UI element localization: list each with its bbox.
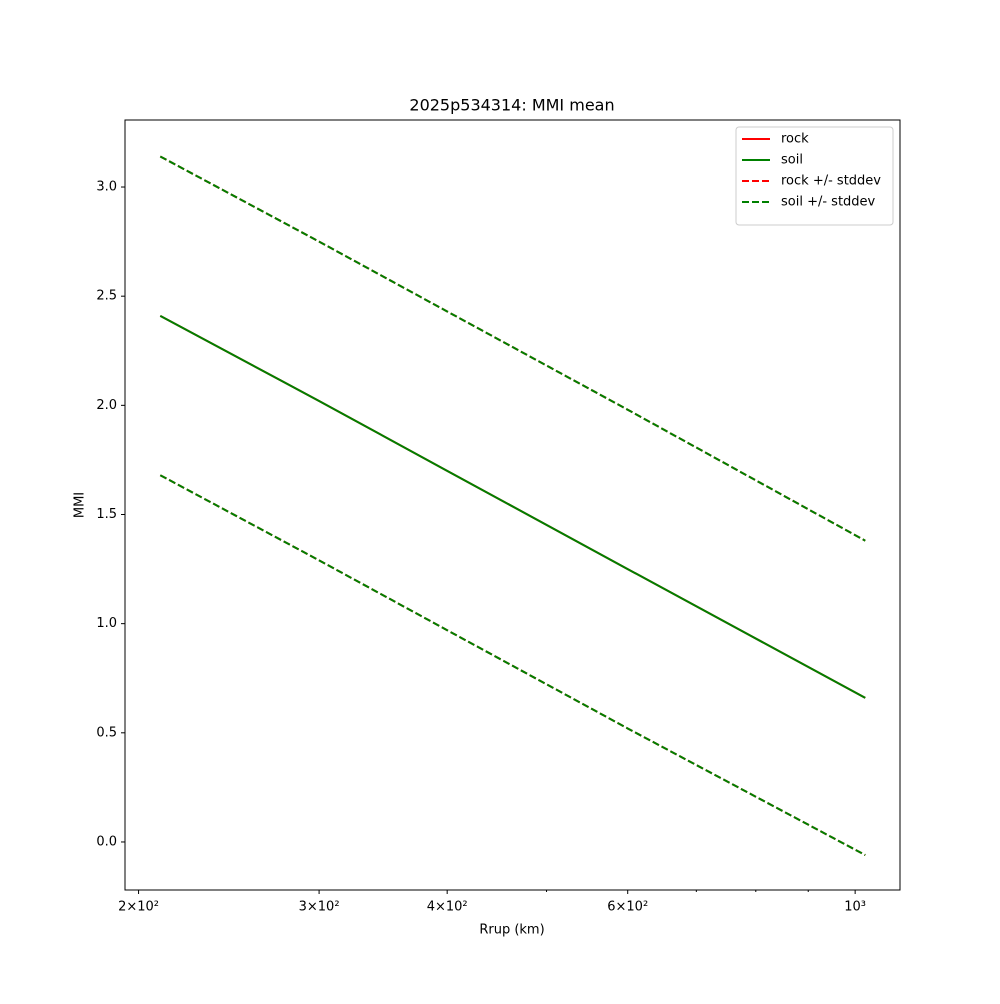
series-line bbox=[159, 155, 866, 542]
y-tick-label: 3.0 bbox=[96, 180, 117, 195]
x-tick-label: 4×10² bbox=[427, 900, 468, 915]
x-tick-label: 3×10² bbox=[299, 900, 340, 915]
x-axis-label: Rrup (km) bbox=[479, 923, 544, 938]
y-axis-label: MMI bbox=[73, 492, 88, 518]
y-tick-label: 1.0 bbox=[96, 616, 117, 631]
plot-frame bbox=[124, 119, 901, 891]
x-tick-label: 2×10² bbox=[118, 900, 159, 915]
legend-label: soil bbox=[781, 153, 803, 168]
y-tick-label: 2.5 bbox=[96, 289, 117, 304]
series-line bbox=[159, 474, 866, 856]
chart-title: 2025p534314: MMI mean bbox=[409, 96, 614, 115]
x-tick-label: 10³ bbox=[844, 900, 866, 915]
y-tick-label: 1.5 bbox=[96, 507, 117, 522]
legend-label: rock +/- stddev bbox=[781, 174, 881, 189]
legend-box bbox=[735, 126, 894, 226]
legend-label: rock bbox=[781, 132, 809, 147]
x-tick-label: 6×10² bbox=[607, 900, 648, 915]
series-line bbox=[159, 314, 866, 699]
y-tick-label: 0.0 bbox=[96, 834, 117, 849]
legend-label: soil +/- stddev bbox=[781, 195, 876, 210]
y-tick-label: 0.5 bbox=[96, 725, 117, 740]
y-tick-label: 2.0 bbox=[96, 398, 117, 413]
